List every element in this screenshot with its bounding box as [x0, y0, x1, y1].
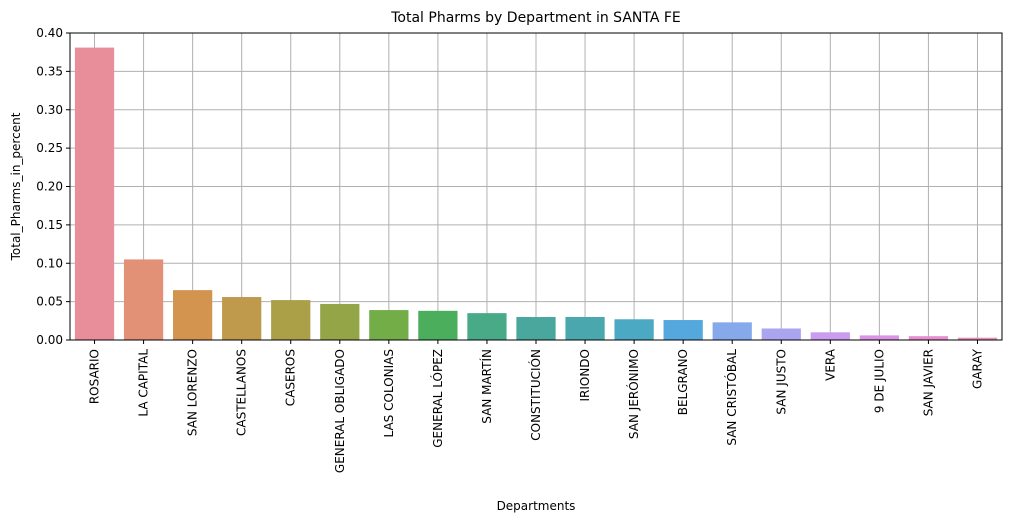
bar	[123, 259, 164, 340]
x-tick-label: CASEROS	[284, 349, 298, 406]
bar	[712, 322, 752, 340]
y-axis: 0.00 0.05 0.10 0.15 0.20 0.25 0.30 0.35 0.40	[36, 26, 70, 347]
bar	[663, 320, 703, 340]
x-tick-label: ROSARIO	[88, 349, 102, 404]
x-axis-title: Departments	[497, 499, 576, 513]
chart-title: Total Pharms by Department in SANTA FE	[390, 10, 681, 26]
bar	[418, 310, 458, 340]
bar	[369, 310, 409, 340]
x-tick-label: SAN JUSTO	[774, 349, 788, 415]
x-tick-label: SAN JAVIER	[921, 349, 935, 416]
x-tick-label: 9 DE JULIO	[872, 349, 886, 413]
y-axis-title: Total_Pharms_in_percent	[9, 112, 23, 261]
x-tick-label: GENERAL LÓPEZ	[430, 349, 445, 448]
y-tick-label: 0.00	[36, 333, 63, 347]
bar	[320, 303, 360, 340]
x-tick-label: CONSTITUCIÓN	[528, 349, 543, 441]
bar	[74, 47, 115, 341]
y-tick-label: 0.20	[36, 180, 63, 194]
x-tick-label: SAN CRISTÓBAL	[724, 349, 739, 446]
y-tick-label: 0.05	[36, 295, 63, 309]
x-tick-label: CASTELLANOS	[235, 349, 249, 436]
x-tick-label: VERA	[823, 348, 837, 381]
bar	[173, 290, 213, 340]
x-axis: ROSARIO LA CAPITAL SAN LORENZO CASTELLANOS C…	[88, 340, 984, 473]
y-tick-label: 0.25	[36, 141, 63, 155]
y-tick-label: 0.40	[36, 26, 63, 40]
bar	[222, 297, 262, 340]
y-tick-label: 0.15	[36, 218, 63, 232]
bar	[614, 319, 654, 340]
x-tick-label: LAS COLONIAS	[382, 349, 396, 437]
x-tick-label: LA CAPITAL	[137, 349, 151, 417]
grid-layer	[70, 32, 1002, 341]
x-tick-label: GENERAL OBLIGADO	[333, 349, 347, 473]
bar	[810, 332, 850, 340]
bar	[761, 328, 801, 340]
y-tick-label: 0.10	[36, 256, 63, 270]
x-tick-label: SAN LORENZO	[186, 349, 200, 436]
y-tick-label: 0.35	[36, 64, 63, 78]
bar	[271, 300, 311, 340]
x-tick-label: GARAY	[970, 348, 984, 389]
bar	[957, 337, 998, 340]
x-tick-label: BELGRANO	[676, 349, 690, 415]
bar	[859, 335, 899, 340]
bar	[565, 316, 605, 340]
bar	[467, 313, 507, 340]
y-tick-label: 0.30	[36, 103, 63, 117]
bar	[908, 336, 949, 340]
bar	[516, 316, 556, 340]
x-tick-label: SAN MARTÍN	[479, 349, 494, 424]
bar-layer	[74, 47, 998, 341]
x-tick-label: SAN JERÓNIMO	[626, 349, 641, 439]
x-tick-label: IRIONDO	[578, 349, 592, 402]
